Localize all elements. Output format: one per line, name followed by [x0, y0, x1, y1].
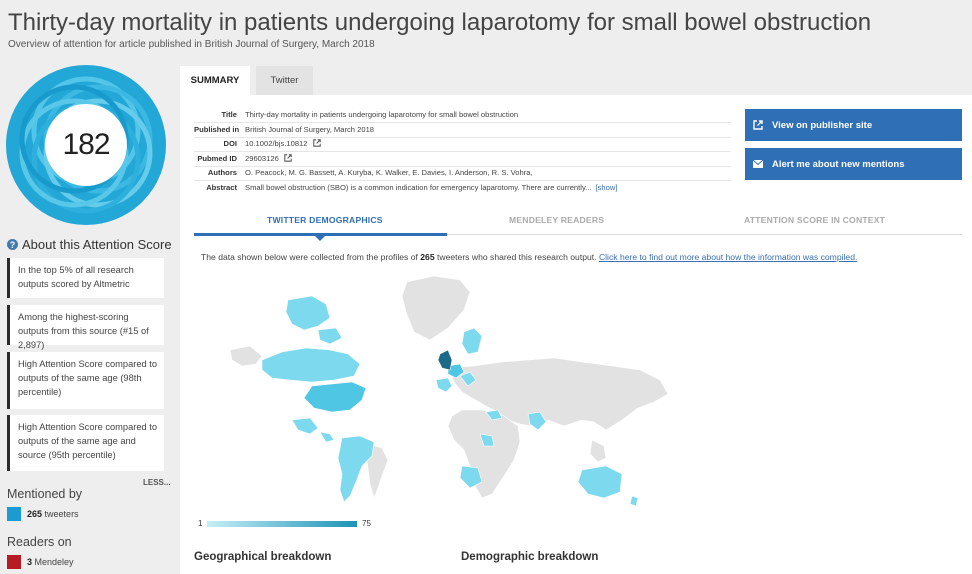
external-link-icon	[284, 154, 292, 162]
detail-row-pubmed: Pubmed ID 29603126	[194, 152, 731, 167]
page-title: Thirty-day mortality in patients undergo…	[8, 9, 872, 36]
alaska-shape	[229, 345, 263, 367]
readers-on-heading: Readers on	[7, 535, 72, 549]
subtab-twitter-demographics[interactable]: TWITTER DEMOGRAPHICS	[267, 215, 383, 225]
southern-africa-shape	[459, 465, 483, 489]
alert-mentions-label: Alert me about new mentions	[772, 158, 905, 170]
score-reason: High Attention Score compared to outputs…	[7, 415, 164, 471]
mendeley-count-text: 3 Mendeley	[27, 557, 74, 567]
central-america-shape	[319, 431, 335, 443]
world-map[interactable]	[202, 270, 692, 510]
detail-label: Abstract	[206, 183, 237, 192]
doi-value[interactable]: 10.1002/bjs.10812	[245, 139, 321, 148]
altmetric-donut[interactable]: 182	[6, 65, 166, 225]
iberia-shape	[435, 377, 453, 393]
show-abstract-link[interactable]: [show]	[595, 183, 618, 192]
summary-panel: Title Thirty-day mortality in patients u…	[180, 95, 972, 574]
mendeley-count-row[interactable]: 3 Mendeley	[7, 555, 74, 569]
score-reason: High Attention Score compared to outputs…	[7, 352, 164, 409]
new-zealand-shape	[629, 495, 639, 507]
about-score-heading[interactable]: ? About this Attention Score	[7, 237, 172, 252]
canada-islands-shape	[317, 327, 343, 345]
mentioned-by-heading: Mentioned by	[7, 487, 83, 501]
demographics-info: The data shown below were collected from…	[201, 252, 858, 262]
detail-row-abstract: Abstract Small bowel obstruction (SBO) i…	[194, 181, 731, 195]
detail-label: Authors	[207, 168, 237, 177]
middle-east-shape	[485, 409, 503, 421]
less-link[interactable]: LESS...	[143, 478, 171, 487]
tab-summary[interactable]: SUMMARY	[180, 66, 250, 95]
tweeters-count-row[interactable]: 265 tweeters	[7, 507, 79, 521]
western-europe-shape	[447, 363, 465, 379]
mexico-shape	[291, 417, 319, 435]
scale-min-label: 1	[198, 519, 203, 528]
page-subtitle: Overview of attention for article publis…	[8, 39, 375, 50]
subtab-mendeley-readers[interactable]: MENDELEY READERS	[509, 215, 605, 225]
canada-north-islands-shape	[285, 295, 331, 331]
detail-row-doi: DOI 10.1002/bjs.10812	[194, 137, 731, 152]
attention-score: 182	[62, 128, 110, 161]
southeast-asia-shape	[589, 439, 607, 463]
mendeley-swatch	[7, 555, 21, 569]
africa-shape	[447, 409, 521, 499]
india-shape	[527, 411, 547, 431]
subtab-active-caret	[314, 235, 326, 241]
external-link-icon	[312, 139, 321, 147]
how-compiled-link[interactable]: Click here to find out more about how th…	[598, 252, 858, 262]
map-color-scale	[207, 521, 357, 527]
scandinavia-shape	[461, 327, 483, 355]
score-reason: Among the highest-scoring outputs from t…	[7, 305, 164, 350]
tweeter-count: 265	[420, 252, 435, 262]
about-score-label: About this Attention Score	[22, 237, 172, 252]
south-america-west-shape	[337, 435, 375, 503]
detail-value: British Journal of Surgery, March 2018	[245, 125, 375, 134]
twitter-swatch	[7, 507, 21, 521]
australia-shape	[577, 465, 623, 499]
scale-max-label: 75	[362, 519, 371, 528]
usa-shape	[303, 381, 367, 413]
detail-value: Thirty-day mortality in patients undergo…	[245, 110, 519, 119]
greenland-shape	[401, 275, 471, 341]
detail-value: Small bowel obstruction (SBO) is a commo…	[245, 183, 618, 192]
subtab-attention-score-context[interactable]: ATTENTION SCORE IN CONTEXT	[744, 215, 886, 225]
detail-row-title: Title Thirty-day mortality in patients u…	[194, 108, 731, 123]
external-link-icon	[753, 120, 763, 130]
asia-shape	[447, 357, 669, 431]
tweeters-count-text: 265 tweeters	[27, 509, 79, 519]
east-africa-shape	[479, 433, 495, 447]
donut-ring	[6, 65, 166, 225]
uk-shape	[437, 349, 453, 371]
detail-label: Published in	[194, 125, 240, 134]
detail-label: DOI	[223, 139, 237, 148]
help-icon: ?	[7, 239, 18, 250]
detail-row-authors: Authors O. Peacock, M. G. Bassett, A. Ku…	[194, 166, 731, 181]
subtab-divider	[194, 234, 962, 235]
canada-shape	[261, 347, 361, 383]
subtab-active-indicator	[194, 233, 447, 236]
italy-shape	[459, 371, 477, 387]
geographical-breakdown-heading: Geographical breakdown	[194, 551, 332, 563]
alert-mentions-button[interactable]: Alert me about new mentions	[745, 148, 962, 180]
detail-row-published: Published in British Journal of Surgery,…	[194, 123, 731, 138]
demographic-breakdown-heading: Demographic breakdown	[461, 551, 599, 563]
tab-twitter[interactable]: Twitter	[256, 66, 313, 95]
envelope-icon	[753, 160, 763, 168]
view-publisher-button[interactable]: View on publisher site	[745, 109, 962, 141]
detail-value: O. Peacock, M. G. Bassett, A. Kuryba, K.…	[245, 168, 533, 177]
score-reason: In the top 5% of all research outputs sc…	[7, 258, 164, 298]
detail-label: Pubmed ID	[197, 154, 237, 163]
detail-label: Title	[221, 110, 237, 119]
pubmed-value[interactable]: 29603126	[245, 154, 292, 163]
south-america-east-shape	[365, 444, 389, 499]
view-publisher-label: View on publisher site	[772, 119, 873, 131]
